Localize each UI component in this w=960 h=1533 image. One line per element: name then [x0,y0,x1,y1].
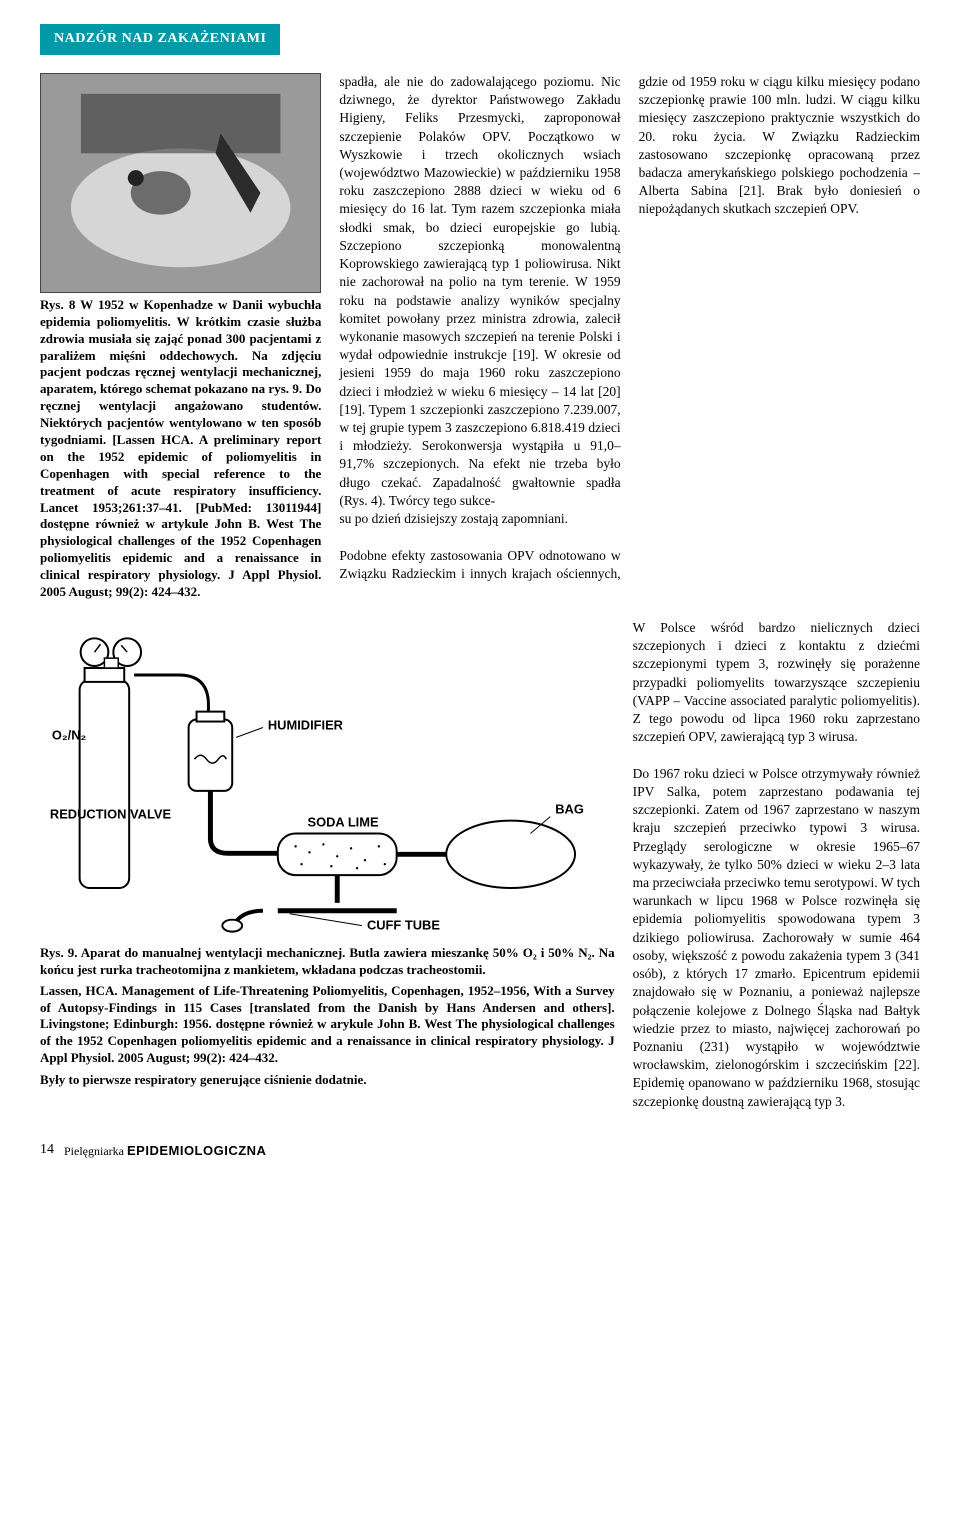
figure-9-endline: Były to pierwsze respiratory generujące … [40,1071,615,1089]
page-number: 14 [40,1141,54,1160]
label-cuff-tube: CUFF TUBE [367,918,440,933]
column-3-text-continued: W Polsce wśród bardzo nielicznych dzieci… [633,619,920,1111]
page-footer: 14 Pielęgniarka EPIDEMIOLOGICZNA [40,1141,920,1160]
journal-prefix: Pielęgniarka [64,1144,124,1158]
journal-name: Pielęgniarka EPIDEMIOLOGICZNA [64,1142,266,1160]
figure-8-caption: Rys. 8 W 1952 w Kopenhadze w Danii wybuc… [40,297,321,601]
figure-9-source: Lassen, HCA. Management of Life-Threaten… [40,983,615,1067]
figure-9-diagram: O₂/N₂ REDUCTION VALVE HUMIDIFIER [40,619,615,939]
figure-8: Rys. 8 W 1952 w Kopenhadze w Danii wybuc… [40,73,321,601]
figure-9-caption: Rys. 9. Aparat do manualnej wentylacji m… [40,945,615,979]
column-2-text: spadła, ale nie do zadowalającego poziom… [339,73,620,510]
label-reduction-valve: REDUCTION VALVE [50,807,172,822]
section-header: NADZÓR NAD ZAKAŻENIAMI [40,24,280,55]
label-o2n2: O₂/N₂ [52,727,87,742]
label-humidifier: HUMIDIFIER [268,717,344,732]
column-3-continued: W Polsce wśród bardzo nielicznych dzieci… [633,619,920,1111]
figure-8-photo [40,73,321,293]
journal-title: EPIDEMIOLOGICZNA [127,1143,266,1158]
content-columns: Rys. 8 W 1952 w Kopenhadze w Danii wybuc… [40,73,920,601]
label-soda-lime: SODA LIME [308,814,379,829]
figure-9: O₂/N₂ REDUCTION VALVE HUMIDIFIER [40,619,615,1111]
label-bag: BAG [555,802,584,817]
figure-9-row: O₂/N₂ REDUCTION VALVE HUMIDIFIER [40,619,920,1111]
